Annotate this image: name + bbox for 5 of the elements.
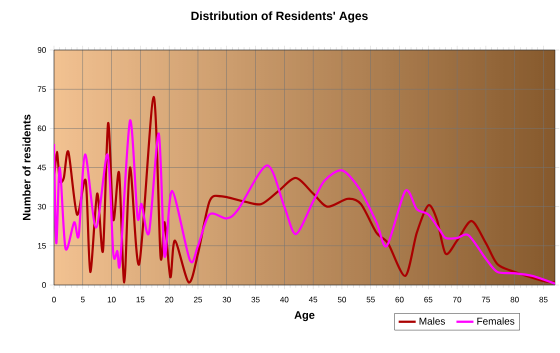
legend-label: Females: [477, 317, 514, 325]
chart-title: Distribution of Residents' Ages: [191, 11, 368, 23]
x-axis-title: Age: [294, 311, 314, 322]
legend-label: Males: [420, 317, 445, 325]
y-axis-title: Number of residents: [22, 114, 31, 220]
